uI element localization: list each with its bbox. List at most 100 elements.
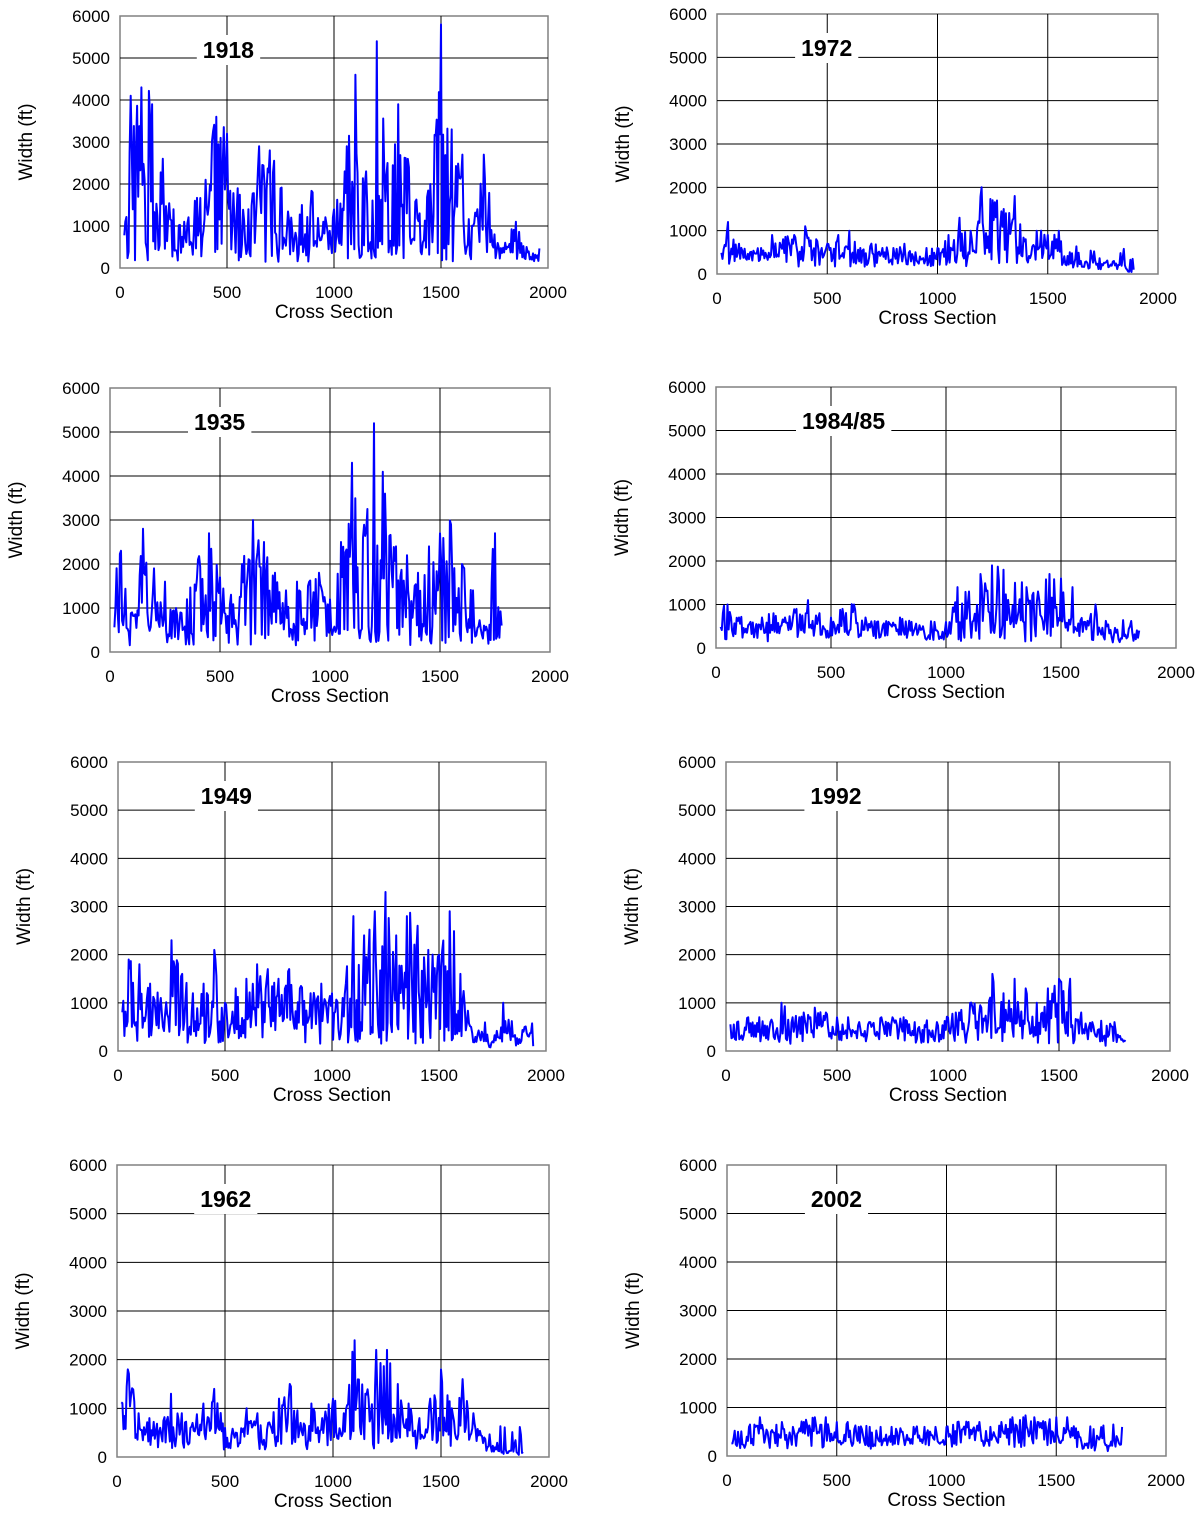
y-tick-label: 2000 xyxy=(62,555,100,574)
y-tick-label: 2000 xyxy=(70,946,108,965)
x-tick-label: 2000 xyxy=(529,283,567,302)
x-tick-label: 500 xyxy=(813,289,841,308)
x-tick-label: 500 xyxy=(211,1472,239,1491)
chart-panel-3: 0 1000 2000 3000 4000 5000 6000 0 500 1000 1500 200… xyxy=(13,1156,568,1512)
x-axis-title: Cross Section xyxy=(878,308,996,329)
year-label-bg xyxy=(194,1184,258,1214)
chart-panel-6: 0 1000 2000 3000 4000 5000 6000 0 500 1000 1500 200… xyxy=(622,753,1189,1106)
x-tick-label: 0 xyxy=(115,283,124,302)
y-tick-label: 2000 xyxy=(69,1351,107,1370)
x-tick-label: 1000 xyxy=(929,1066,967,1085)
y-axis-title: Width (ft) xyxy=(612,479,633,556)
chart-panel-7: 0 1000 2000 3000 4000 5000 6000 0 500 1000 1500 200… xyxy=(623,1156,1185,1511)
y-tick-label: 6000 xyxy=(70,753,108,772)
y-tick-label: 4000 xyxy=(62,467,100,486)
x-tick-label: 0 xyxy=(721,1066,730,1085)
x-tick-label: 1500 xyxy=(1029,289,1067,308)
y-axis-title: Width (ft) xyxy=(623,1272,644,1349)
x-axis-title: Cross Section xyxy=(273,1085,391,1106)
year-label: 1984/85 xyxy=(802,408,885,434)
x-tick-label: 500 xyxy=(823,1471,851,1490)
y-tick-label: 2000 xyxy=(669,178,707,197)
x-tick-label: 2000 xyxy=(527,1066,565,1085)
y-tick-label: 6000 xyxy=(678,753,716,772)
y-tick-label: 1000 xyxy=(678,994,716,1013)
x-axis-title: Cross Section xyxy=(274,1491,392,1512)
year-label-bg xyxy=(804,1184,869,1214)
y-tick-label: 0 xyxy=(98,1448,107,1467)
x-axis-title: Cross Section xyxy=(887,682,1005,703)
y-tick-label: 3000 xyxy=(678,898,716,917)
y-tick-label: 6000 xyxy=(69,1156,107,1175)
y-tick-label: 4000 xyxy=(72,91,110,110)
x-tick-label: 0 xyxy=(722,1471,731,1490)
y-axis-title: Width (ft) xyxy=(613,105,634,182)
y-axis-title: Width (ft) xyxy=(13,1272,34,1349)
x-tick-label: 1000 xyxy=(314,1472,352,1491)
y-axis-title: Width (ft) xyxy=(16,103,37,180)
y-tick-label: 2000 xyxy=(678,946,716,965)
y-tick-label: 1000 xyxy=(69,1399,107,1418)
y-axis-title: Width (ft) xyxy=(6,481,27,558)
chart-panel-2: 0 1000 2000 3000 4000 5000 6000 0 500 1000 1500 200… xyxy=(14,753,565,1106)
year-label: 2002 xyxy=(811,1186,862,1212)
y-tick-label: 0 xyxy=(101,259,110,278)
x-tick-label: 1500 xyxy=(420,1066,458,1085)
y-tick-label: 5000 xyxy=(70,801,108,820)
y-tick-label: 1000 xyxy=(62,599,100,618)
x-tick-label: 1500 xyxy=(1037,1471,1075,1490)
year-label-bg xyxy=(196,35,261,65)
year-label: 1992 xyxy=(810,783,861,809)
y-tick-label: 1000 xyxy=(70,994,108,1013)
y-tick-label: 5000 xyxy=(62,423,100,442)
x-tick-label: 500 xyxy=(206,667,234,686)
y-tick-label: 5000 xyxy=(668,422,706,441)
y-tick-label: 0 xyxy=(697,639,706,658)
y-tick-label: 1000 xyxy=(668,596,706,615)
year-label: 1918 xyxy=(203,37,254,63)
series-line xyxy=(720,186,1135,273)
x-tick-label: 0 xyxy=(711,663,720,682)
x-tick-label: 0 xyxy=(712,289,721,308)
y-tick-label: 0 xyxy=(698,265,707,284)
y-tick-label: 4000 xyxy=(69,1253,107,1272)
y-tick-label: 4000 xyxy=(678,849,716,868)
year-label-bg xyxy=(188,407,252,437)
y-tick-label: 5000 xyxy=(678,801,716,820)
year-label-bg xyxy=(795,33,859,63)
x-tick-label: 2000 xyxy=(530,1472,568,1491)
series-line xyxy=(121,891,535,1049)
series-line xyxy=(731,1414,1124,1453)
series-line xyxy=(123,23,541,263)
y-tick-label: 2000 xyxy=(668,552,706,571)
y-tick-label: 4000 xyxy=(669,92,707,111)
y-tick-label: 1000 xyxy=(72,217,110,236)
y-tick-label: 5000 xyxy=(69,1205,107,1224)
y-tick-label: 1000 xyxy=(679,1399,717,1418)
y-tick-label: 6000 xyxy=(668,378,706,397)
y-tick-label: 5000 xyxy=(669,48,707,67)
series-line xyxy=(120,1339,524,1456)
y-tick-label: 0 xyxy=(91,643,100,662)
x-tick-label: 500 xyxy=(817,663,845,682)
chart-panel-5: 0 1000 2000 3000 4000 5000 6000 0 500 1000 1500 200… xyxy=(612,378,1195,703)
x-tick-label: 1500 xyxy=(422,1472,460,1491)
x-axis-title: Cross Section xyxy=(887,1490,1005,1511)
x-tick-label: 1000 xyxy=(311,667,349,686)
x-tick-label: 1500 xyxy=(422,283,460,302)
y-axis-title: Width (ft) xyxy=(14,868,35,945)
y-tick-label: 6000 xyxy=(62,379,100,398)
y-tick-label: 3000 xyxy=(62,511,100,530)
x-tick-label: 1000 xyxy=(928,1471,966,1490)
y-tick-label: 6000 xyxy=(669,5,707,24)
x-tick-label: 1000 xyxy=(919,289,957,308)
x-tick-label: 1000 xyxy=(313,1066,351,1085)
series-line xyxy=(113,422,503,647)
y-tick-label: 0 xyxy=(707,1042,716,1061)
y-tick-label: 4000 xyxy=(679,1253,717,1272)
series-line xyxy=(729,972,1127,1047)
y-axis-title: Width (ft) xyxy=(622,868,643,945)
y-tick-label: 3000 xyxy=(72,133,110,152)
x-tick-label: 2000 xyxy=(1151,1066,1189,1085)
